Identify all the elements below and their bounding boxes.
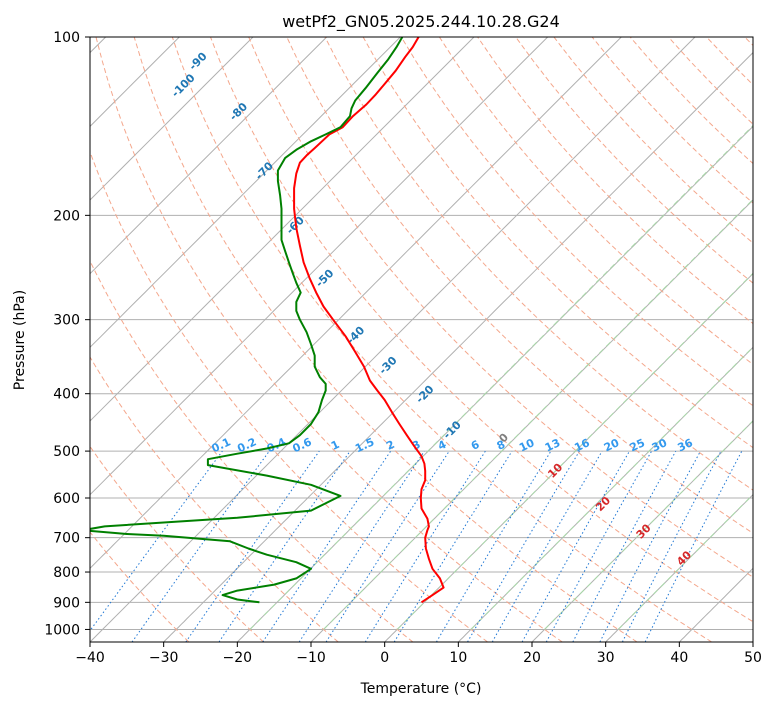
plot-background [90, 37, 753, 642]
mixing-ratio-label: 36 [676, 436, 696, 454]
x-tick-label: −40 [75, 650, 105, 666]
x-tick-label: 0 [380, 650, 389, 666]
x-axis-ticks: −40 −30 −20 −10 0 10 20 30 40 50 [75, 642, 762, 666]
dry-adiabat [90, 531, 190, 642]
chart-title: wetPf2_GN05.2025.244.10.28.G24 [282, 12, 560, 32]
y-axis-ticks: 100 200 300 400 500 600 700 800 900 1000 [44, 30, 90, 638]
dry-adiabat [90, 445, 264, 642]
mixing-ratio-line [218, 450, 351, 642]
moist-adiabat [249, 124, 753, 630]
dry-adiabat [95, 37, 563, 642]
mixing-ratio-line [572, 450, 677, 642]
y-tick-label: 900 [53, 595, 80, 611]
dry-adiabat [210, 37, 753, 623]
dry-adiabat [248, 37, 753, 578]
mixing-ratio-line [298, 450, 425, 642]
isotherm-line [90, 37, 401, 349]
dry-adiabat [171, 37, 712, 642]
mixing-ratio-label: 20 [602, 436, 622, 454]
y-axis-title: Pressure (hPa) [12, 290, 28, 390]
mixing-ratio-line [545, 450, 653, 642]
y-tick-label: 700 [53, 531, 80, 547]
dry-adiabat [90, 356, 339, 642]
y-tick-label: 100 [53, 30, 80, 46]
mixing-ratio-line [644, 450, 743, 642]
mixing-ratio-line [262, 450, 392, 642]
mixing-ratio-line [393, 450, 513, 642]
x-tick-label: 20 [523, 650, 541, 666]
x-tick-label: −10 [296, 650, 326, 666]
mixing-ratio-label: 30 [650, 436, 670, 454]
x-tick-label: −20 [223, 650, 253, 666]
y-tick-label: 400 [53, 387, 80, 403]
isotherm-line [90, 37, 475, 422]
plot-frame [89, 36, 754, 643]
dry-adiabat [438, 37, 753, 366]
isotherm-line [678, 567, 753, 642]
isotherm-line [90, 37, 622, 570]
x-tick-label: −30 [149, 650, 179, 666]
profile-line-2 [90, 37, 404, 604]
mixing-ratio-label: 25 [628, 436, 647, 454]
x-tick-label: 40 [670, 650, 688, 666]
x-tick-label: 50 [744, 650, 762, 666]
y-tick-label: 500 [53, 444, 80, 460]
dry-adiabat [90, 150, 488, 642]
dry-adiabat [515, 37, 753, 284]
x-tick-label: 10 [449, 650, 467, 666]
y-tick-label: 300 [53, 313, 80, 329]
mixing-ratio-line [325, 450, 450, 642]
moist-adiabat [323, 198, 753, 630]
mixing-ratio-label: 16 [572, 436, 592, 454]
mixing-ratio-label: 13 [543, 436, 562, 454]
dry-adiabat [400, 37, 753, 407]
x-tick-label: 30 [597, 650, 615, 666]
dry-adiabat [133, 37, 638, 642]
mixing-ratio-line [521, 450, 630, 642]
isotherm-line [90, 37, 549, 496]
dry-adiabat [324, 37, 753, 491]
mixing-ratio-label: 10 [517, 436, 537, 454]
y-tick-label: 600 [53, 491, 80, 507]
mixing-ratio-line [90, 450, 223, 632]
isotherm-line [752, 641, 753, 642]
profile-line-1 [293, 37, 445, 604]
y-tick-label: 200 [53, 208, 80, 224]
mixing-ratio-line [131, 450, 270, 642]
y-tick-label: 800 [53, 565, 80, 581]
mixing-ratio-line [185, 450, 320, 642]
dry-adiabat [90, 259, 414, 642]
y-tick-label: 1000 [44, 622, 80, 638]
profile-series [90, 37, 445, 604]
x-axis-title: Temperature (°C) [360, 681, 482, 697]
